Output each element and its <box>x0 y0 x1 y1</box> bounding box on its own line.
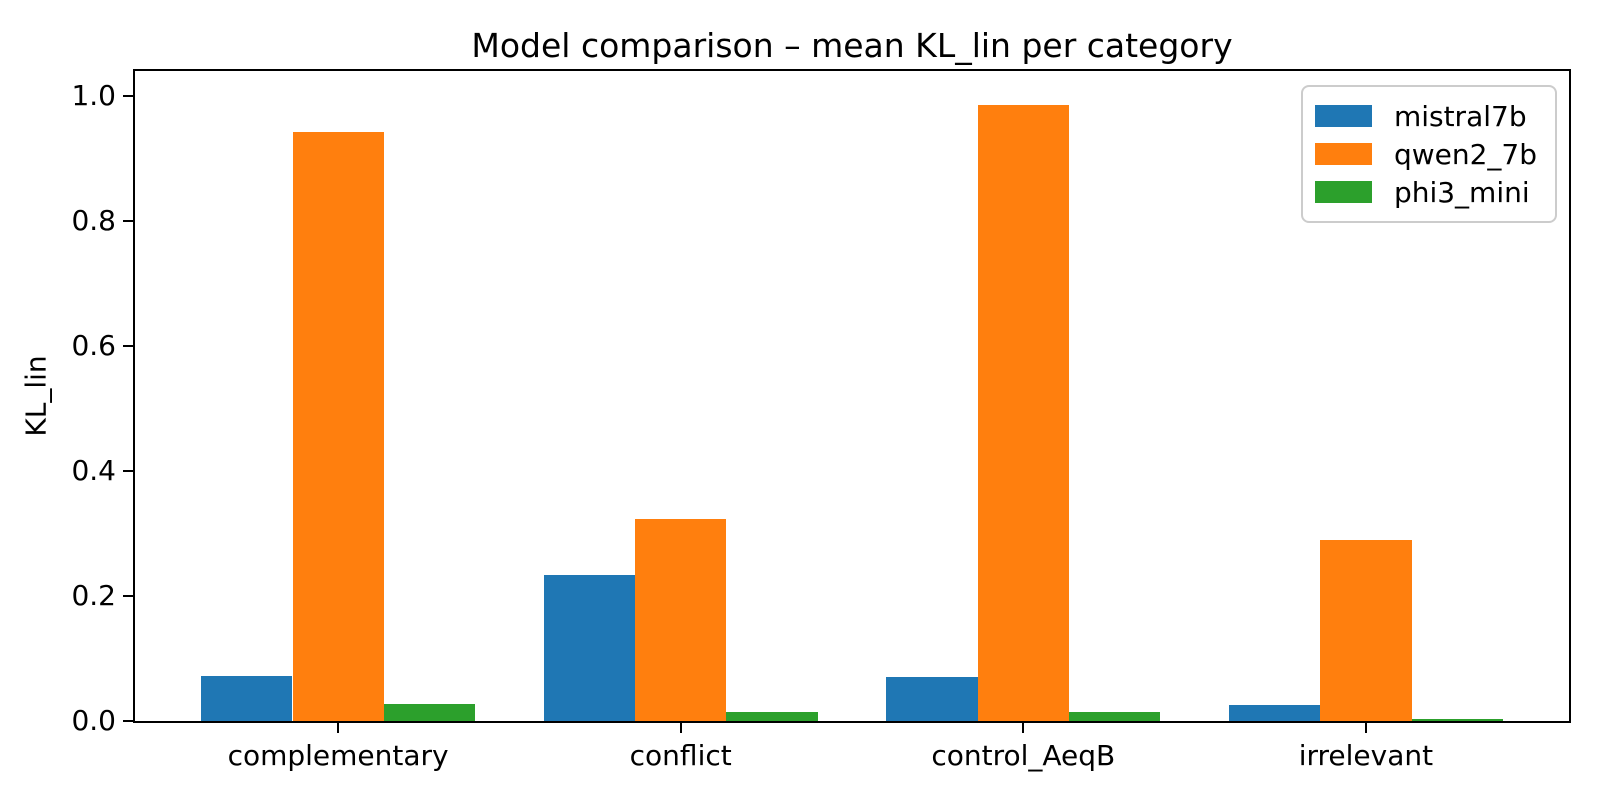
y-tick-label: 0.2 <box>71 579 116 612</box>
legend-label: mistral7b <box>1393 99 1527 133</box>
x-tick-mark <box>337 723 340 733</box>
bar-phi3_mini-control_AeqB <box>1069 712 1161 721</box>
y-axis-label: KL_lin <box>19 355 53 437</box>
bar-phi3_mini-irrelevant <box>1411 718 1503 721</box>
y-tick-label: 1.0 <box>71 79 116 112</box>
plot-area: mistral7b qwen2_7b phi3_mini <box>133 69 1571 723</box>
bar-phi3_mini-complementary <box>383 704 476 721</box>
bar-qwen2_7b-irrelevant <box>1320 540 1412 721</box>
legend-label: phi3_mini <box>1393 175 1530 209</box>
x-tick-label-conflict: conflict <box>629 739 732 772</box>
x-tick-mark <box>1364 723 1367 733</box>
bar-qwen2_7b-complementary <box>292 131 384 721</box>
bar-phi3_mini-conflict <box>726 712 818 721</box>
x-tick-label-complementary: complementary <box>227 739 449 772</box>
bars-layer <box>135 71 1569 721</box>
bar-mistral7b-irrelevant <box>1228 704 1321 721</box>
y-tick-mark <box>123 470 133 472</box>
legend-label: qwen2_7b <box>1393 137 1537 171</box>
x-tick-mark <box>1022 723 1025 733</box>
legend-swatch-icon <box>1314 181 1372 203</box>
legend-item-qwen2_7b: qwen2_7b <box>1314 135 1537 173</box>
legend-swatch-icon <box>1314 105 1372 127</box>
y-tick-mark <box>123 720 133 722</box>
bar-qwen2_7b-control_AeqB <box>977 104 1069 721</box>
legend-swatch-icon <box>1314 143 1372 165</box>
legend: mistral7b qwen2_7b phi3_mini <box>1300 85 1557 223</box>
y-tick-label: 0.8 <box>71 204 116 237</box>
y-tick-mark <box>123 345 133 347</box>
y-tick-label: 0.0 <box>71 704 116 737</box>
bar-mistral7b-conflict <box>543 575 636 721</box>
x-tick-label-irrelevant: irrelevant <box>1298 739 1434 772</box>
x-tick-mark <box>679 723 682 733</box>
bar-mistral7b-control_AeqB <box>886 677 978 721</box>
y-tick-mark <box>123 220 133 222</box>
y-tick-mark <box>123 95 133 97</box>
bar-mistral7b-complementary <box>201 676 293 721</box>
legend-item-phi3_mini: phi3_mini <box>1314 173 1537 211</box>
chart-title: Model comparison – mean KL_lin per categ… <box>471 26 1233 65</box>
bar-qwen2_7b-conflict <box>635 518 727 721</box>
y-tick-label: 0.6 <box>71 329 116 362</box>
x-tick-label-control_AeqB: control_AeqB <box>931 739 1116 772</box>
y-tick-mark <box>123 595 133 597</box>
y-tick-label: 0.4 <box>71 454 116 487</box>
legend-item-mistral7b: mistral7b <box>1314 97 1537 135</box>
